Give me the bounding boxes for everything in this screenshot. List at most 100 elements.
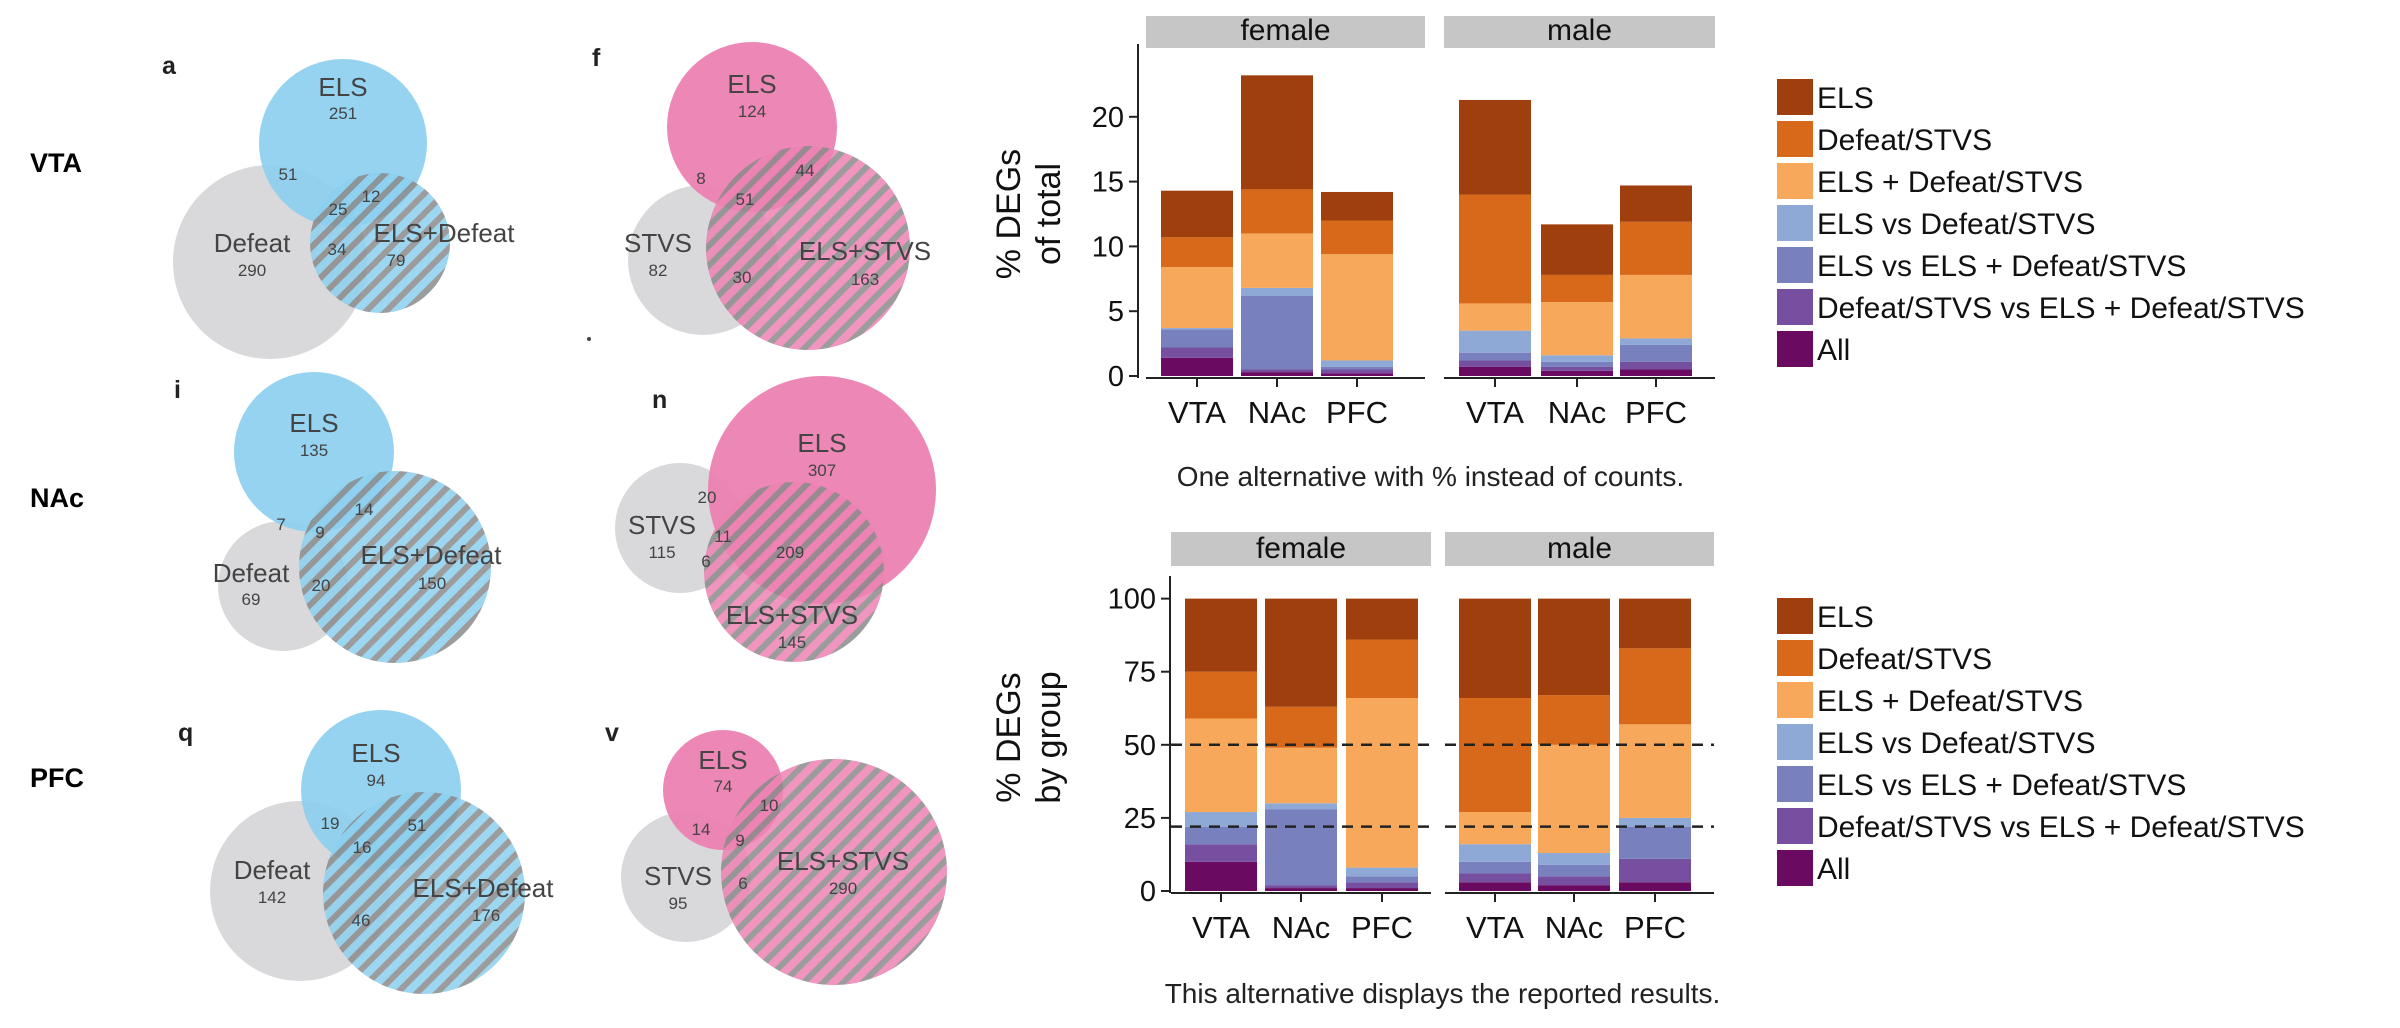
venn-count-els-and-els-stvs: 44 (796, 161, 815, 180)
bar-segment (1265, 809, 1337, 886)
venn-count-els-and-els-defeat: 14 (355, 500, 374, 519)
bar-segment (1620, 338, 1692, 345)
bar-segment (1459, 330, 1531, 353)
row-label-nac: NAc (30, 483, 84, 513)
bar-segment (1346, 876, 1418, 883)
venn-count-els: 307 (808, 461, 836, 480)
legend-swatch (1777, 682, 1813, 718)
venn-label-els: ELS (289, 408, 338, 438)
venn-circle-els-defeat (310, 173, 450, 313)
legend-item-label: ELS vs ELS + Defeat/STVS (1817, 769, 2186, 802)
row-label-pfc: PFC (30, 763, 84, 793)
bar-segment (1161, 190, 1233, 238)
venn-label-els: ELS (318, 72, 367, 102)
bar-segment (1459, 598, 1531, 699)
facet-label: male (1547, 14, 1612, 47)
legend-swatch (1777, 289, 1813, 325)
venn-count-els-and-defeat: 7 (276, 515, 285, 534)
venn-count-els-and-defeat: 51 (279, 165, 298, 184)
bar-chart-percent-of-total: 0 5 10 15 20 % DEGs of total female VTA NAc PFC mal… (990, 14, 1715, 492)
venn-panel-i: i ELS 135 Defeat 69 ELS+Defeat 150 7 14 … (174, 372, 502, 663)
venn-count-els: 74 (714, 777, 733, 796)
legend-swatch (1777, 640, 1813, 676)
x-tick-label: NAc (1248, 395, 1307, 430)
y-tick-label: 25 (1124, 803, 1156, 835)
venn-count-defeat-and-els-defeat: 46 (352, 911, 371, 930)
bar-segment (1241, 75, 1313, 190)
venn-count-stvs-and-els-stvs: 30 (733, 268, 752, 287)
bar-segment (1619, 882, 1691, 891)
legend-top: ELS Defeat/STVS ELS + Defeat/STVS ELS vs De… (1777, 79, 2305, 367)
venn-panel-f: f ELS 124 STVS 82 ELS+STVS 163 8 44 30 5… (592, 42, 931, 350)
y-tick-label: 5 (1108, 296, 1124, 328)
panel-letter: q (178, 719, 193, 747)
x-tick-label: NAc (1272, 910, 1331, 945)
venn-count-els: 124 (738, 102, 766, 121)
bar-segment (1346, 867, 1418, 877)
venn-label-stvs: STVS (628, 510, 696, 540)
bar-segment (1538, 885, 1610, 891)
x-tick-label: VTA (1466, 910, 1524, 945)
bar-segment (1185, 844, 1257, 862)
venn-count-els-and-els-defeat: 12 (362, 187, 381, 206)
legend-item-label: ELS vs ELS + Defeat/STVS (1817, 250, 2186, 283)
bar-segment (1459, 861, 1531, 874)
panel-letter: a (162, 52, 177, 80)
bar-segment (1321, 366, 1393, 370)
venn-count-stvs: 95 (669, 894, 688, 913)
venn-count-els-stvs: 145 (778, 633, 806, 652)
bar-segment (1161, 357, 1233, 376)
venn-count-all-three: 9 (315, 523, 324, 542)
venn-label-stvs: STVS (644, 861, 712, 891)
bar-segment (1541, 366, 1613, 371)
bar-segment (1538, 744, 1610, 853)
x-tick-label: PFC (1625, 395, 1687, 430)
legend-item-label: Defeat/STVS vs ELS + Defeat/STVS (1817, 292, 2305, 325)
legend-swatch (1777, 724, 1813, 760)
venn-label-els-defeat: ELS+Defeat (413, 873, 555, 903)
legend-swatch (1777, 766, 1813, 802)
legend-bottom: ELS Defeat/STVS ELS + Defeat/STVS ELS vs De… (1777, 598, 2305, 886)
bar-segment (1265, 885, 1337, 889)
legend-item-label: ELS vs Defeat/STVS (1817, 208, 2095, 241)
bar-segment (1541, 274, 1613, 303)
venn-count-els-and-els-stvs: 10 (760, 796, 779, 815)
legend-swatch (1777, 163, 1813, 199)
bar-segment (1321, 369, 1393, 374)
venn-count-defeat: 290 (238, 261, 266, 280)
facet-label: female (1240, 14, 1330, 47)
bar-segment (1346, 888, 1418, 891)
bar-segment (1541, 361, 1613, 367)
row-label-vta: VTA (30, 148, 82, 178)
x-tick-label: VTA (1168, 395, 1226, 430)
venn-count-els-stvs: 290 (829, 879, 857, 898)
venn-label-els-defeat: ELS+Defeat (374, 218, 516, 248)
venn-count-all-three: 25 (329, 200, 348, 219)
venn-label-defeat: Defeat (213, 558, 290, 588)
venn-count-els-and-els-stvs: 209 (776, 543, 804, 562)
bar-segment (1241, 233, 1313, 288)
bar-segment (1620, 274, 1692, 339)
bar-segment (1538, 876, 1610, 886)
legend-item-label: ELS (1817, 82, 1874, 115)
venn-count-all-three: 51 (736, 190, 755, 209)
legend-swatch (1777, 79, 1813, 115)
venn-count-defeat-and-els-defeat: 34 (328, 240, 347, 259)
bar-segment (1541, 224, 1613, 275)
venn-count-all-three: 11 (714, 527, 732, 546)
bar-segment (1620, 361, 1692, 370)
bar-segment (1538, 852, 1610, 865)
bar-segment (1459, 873, 1531, 883)
bar-segment (1185, 598, 1257, 672)
legend-swatch (1777, 331, 1813, 367)
bar-segment (1265, 706, 1337, 748)
bar-segment (1321, 360, 1393, 367)
venn-label-els: ELS (727, 69, 776, 99)
venn-label-els-stvs: ELS+STVS (799, 236, 931, 266)
bar-segment (1241, 189, 1313, 234)
bar-segment (1620, 185, 1692, 222)
bar-segment (1619, 648, 1691, 725)
legend-item-label: All (1817, 853, 1850, 886)
bar-segment (1265, 598, 1337, 707)
bar-segment (1346, 698, 1418, 868)
